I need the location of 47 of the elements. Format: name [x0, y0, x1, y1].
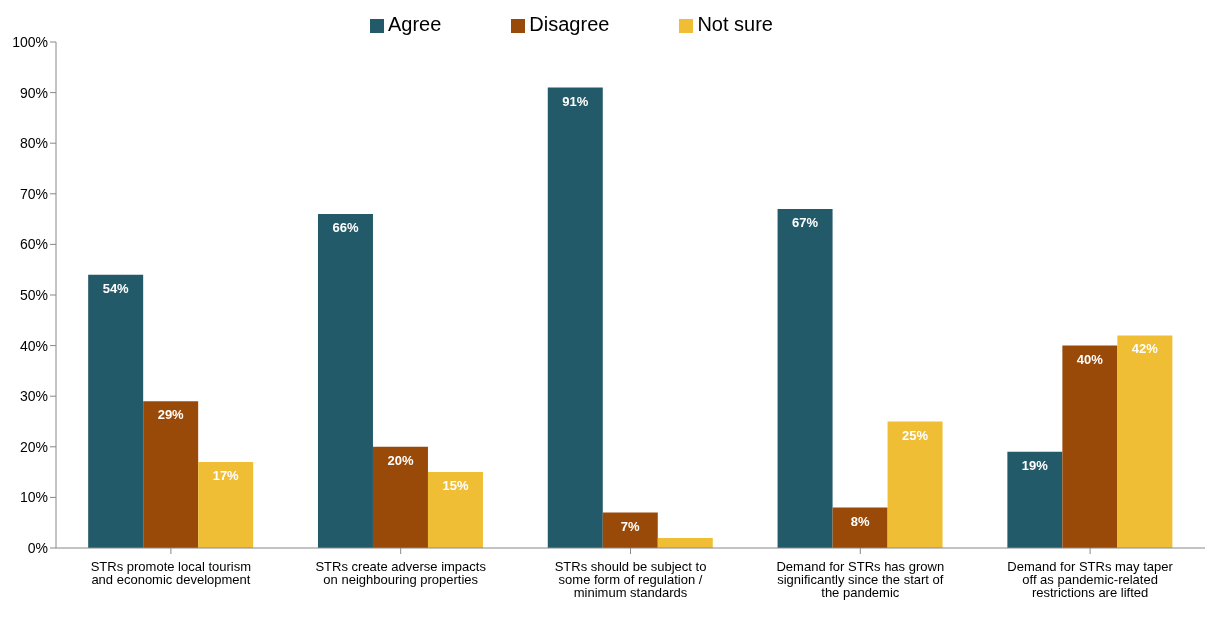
y-tick-label: 40% [19, 337, 48, 354]
data-label: 66% [332, 220, 359, 236]
data-label: 54% [102, 280, 130, 296]
y-tick-label: 0% [27, 539, 48, 556]
data-label: 67% [792, 214, 819, 230]
y-tick-label: 50% [19, 286, 48, 303]
bar [427, 472, 483, 548]
x-tick-label: STRs promote local tourism and economic development [90, 559, 252, 588]
bar [832, 507, 888, 548]
legend-label: Not sure [697, 13, 773, 35]
data-label: 19% [1021, 457, 1049, 473]
x-tick-label: STRs should be subject to some form of regulation / minimum standards [554, 559, 707, 601]
bar [1117, 335, 1173, 548]
bar [143, 401, 199, 548]
bar [88, 274, 144, 548]
x-tick-label: Demand for STRs may taper off as pandemic-related restrictions are lifted [1007, 559, 1174, 601]
bar [1007, 451, 1063, 548]
data-label: 25% [902, 427, 929, 443]
y-tick-label: 100% [12, 33, 48, 50]
x-tick-label: STRs create adverse impacts on neighbouring properties [315, 559, 487, 588]
data-label: 15% [442, 478, 469, 494]
y-tick-label: 80% [19, 135, 48, 152]
y-tick-label: 20% [19, 438, 48, 455]
bar [372, 446, 428, 548]
data-label: 7% [620, 518, 641, 534]
y-tick-label: 10% [19, 489, 48, 506]
bar [317, 214, 373, 548]
data-label: 17% [212, 467, 240, 483]
data-label: 42% [1131, 341, 1159, 357]
data-label: 29% [157, 407, 185, 423]
bar [777, 208, 833, 548]
data-label: 40% [1076, 351, 1104, 367]
y-tick-label: 60% [19, 236, 48, 253]
data-label: 8% [850, 513, 870, 529]
bar [602, 512, 658, 548]
bar [887, 421, 943, 548]
data-label: 91% [562, 93, 589, 109]
legend-label: Agree [387, 13, 442, 35]
data-label: 20% [387, 452, 414, 468]
legend-label: Disagree [529, 13, 610, 35]
bar [198, 461, 254, 548]
bar [1062, 345, 1118, 548]
y-tick-label: 30% [19, 388, 48, 405]
x-tick-label: Demand for STRs has grown significantly since the start of the pandemic [776, 559, 945, 601]
bar [547, 87, 603, 548]
y-tick-label: 90% [19, 84, 48, 101]
y-tick-label: 70% [19, 185, 48, 202]
